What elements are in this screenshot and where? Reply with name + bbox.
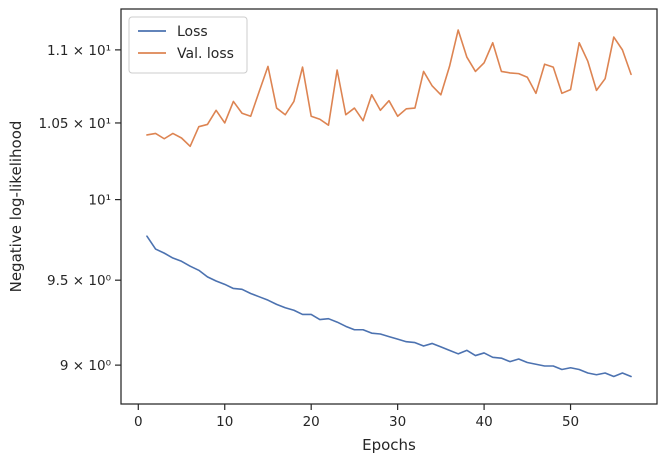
x-tick-label: 30 [389,414,406,430]
y-axis-label: Negative log-likelihood [7,121,25,293]
series-line-val-loss [146,29,632,148]
plot-marks [146,29,632,378]
y-tick-label: 9.5 × 10⁰ [47,273,111,289]
plot-frame [120,8,658,405]
y-tick-label: 1.05 × 10¹ [38,116,111,132]
x-axis-label: Epochs [362,436,416,454]
y-axis: 9 × 10⁰ 9.5 × 10⁰ 10¹ 1.05 × 10¹ 1.1 × 10¹ [38,43,121,374]
y-tick-label: 10¹ [88,193,111,209]
x-tick-label: 20 [303,414,320,430]
legend: Loss Val. loss [128,16,248,74]
y-tick-label: 9 × 10⁰ [60,358,111,374]
x-tick-label: 10 [216,414,233,430]
x-tick-label: 0 [134,414,143,430]
legend-label-loss: Loss [177,24,208,40]
x-axis: 0 10 20 30 40 50 [134,404,579,430]
x-tick-label: 50 [562,414,579,430]
x-tick-label: 40 [476,414,493,430]
y-tick-label: 1.1 × 10¹ [47,43,111,59]
legend-label-val-loss: Val. loss [177,46,234,62]
series-line-loss [146,235,632,378]
